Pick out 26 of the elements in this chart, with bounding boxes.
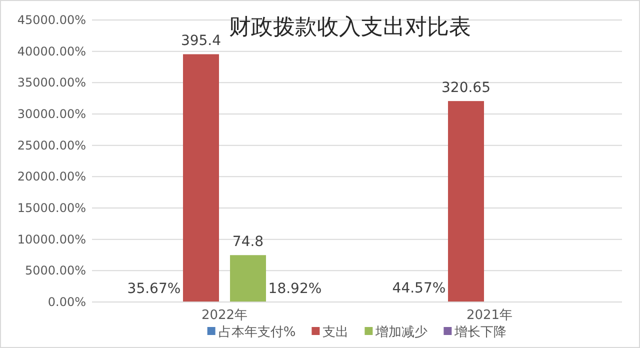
x-tick-label: 2021年 xyxy=(466,308,513,323)
data-label: 320.65 xyxy=(442,80,490,96)
y-tick-label: 25000.00% xyxy=(17,138,86,152)
data-label: 35.67% xyxy=(127,280,181,297)
y-tick-label: 30000.00% xyxy=(17,107,86,121)
y-tick-label: 10000.00% xyxy=(17,232,86,246)
y-tick-label: 45000.00% xyxy=(17,13,86,27)
y-tick-label: 35000.00% xyxy=(17,76,86,90)
bar xyxy=(448,101,484,302)
data-label: 18.92% xyxy=(268,280,322,297)
bar xyxy=(230,255,266,302)
legend-label: 占本年支付% xyxy=(218,325,296,340)
y-tick-label: 15000.00% xyxy=(17,201,86,215)
legend-label: 增长下降 xyxy=(454,325,507,340)
chart-title: 财政拨款收入支出对比表 xyxy=(229,15,471,40)
x-tick-label: 2022年 xyxy=(201,308,248,323)
y-tick-label: 5000.00% xyxy=(24,264,86,278)
data-label: 395.4 xyxy=(180,33,222,50)
y-tick-label: 40000.00% xyxy=(17,44,86,58)
y-tick-label: 20000.00% xyxy=(17,170,86,184)
y-tick-label: 0.00% xyxy=(48,295,86,309)
bar xyxy=(183,54,219,302)
data-label: 74.8 xyxy=(232,234,264,250)
legend-label: 支出 xyxy=(322,325,349,340)
legend-label: 增加减少 xyxy=(374,325,428,340)
data-label: 44.57% xyxy=(392,280,446,297)
